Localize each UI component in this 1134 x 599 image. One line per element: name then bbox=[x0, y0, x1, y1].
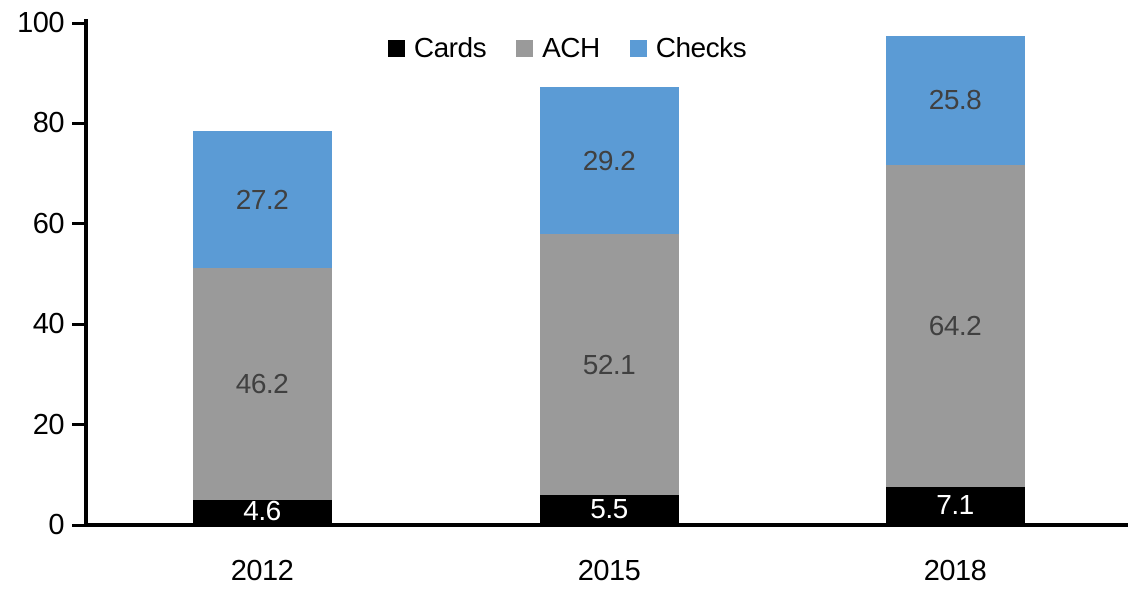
data-label-checks-2015: 29.2 bbox=[582, 145, 636, 176]
data-label-cards-2018: 7.1 bbox=[936, 489, 974, 520]
bar-segment-cards-2018 bbox=[885, 487, 1025, 523]
legend-swatch-cards-icon bbox=[387, 39, 405, 57]
data-label-checks-2012: 27.2 bbox=[235, 184, 289, 215]
y-tick bbox=[72, 524, 84, 527]
bar-segment-cards-2012 bbox=[192, 499, 332, 523]
bar-segment-checks-2015 bbox=[539, 87, 679, 234]
bar-segment-checks-2018 bbox=[885, 35, 1025, 166]
y-tick-label: 100 bbox=[17, 7, 64, 39]
legend-label-checks: Checks bbox=[655, 32, 747, 63]
x-category-label-2012: 2012 bbox=[230, 555, 294, 587]
y-tick bbox=[72, 222, 84, 225]
data-label-cards-2012: 4.6 bbox=[243, 495, 281, 526]
y-tick-label: 80 bbox=[32, 107, 65, 139]
y-tick-label: 60 bbox=[32, 208, 65, 240]
legend-label-ach: ACH bbox=[542, 32, 600, 63]
chart-legend: Cards ACH Checks bbox=[0, 33, 1134, 63]
x-axis-line bbox=[84, 523, 1128, 527]
legend-item-ach: ACH bbox=[516, 33, 600, 63]
y-tick-label: 0 bbox=[48, 509, 64, 541]
bar-segment-ach-2015 bbox=[539, 233, 679, 496]
legend-swatch-ach-icon bbox=[516, 39, 534, 57]
y-tick-label: 20 bbox=[32, 409, 65, 441]
bar-segment-checks-2012 bbox=[192, 131, 332, 268]
legend-item-cards: Cards bbox=[387, 32, 487, 63]
y-tick bbox=[72, 122, 84, 125]
legend-item-checks: Checks bbox=[629, 32, 747, 63]
x-category-label-2015: 2015 bbox=[577, 555, 641, 587]
bar-segment-cards-2015 bbox=[539, 495, 679, 523]
data-label-checks-2018: 25.8 bbox=[928, 84, 982, 115]
bar-segment-ach-2018 bbox=[885, 165, 1025, 488]
y-tick bbox=[72, 323, 84, 326]
y-tick bbox=[72, 423, 84, 426]
data-label-cards-2015: 5.5 bbox=[590, 493, 628, 524]
legend-label-cards: Cards bbox=[413, 32, 487, 63]
legend-swatch-checks-icon bbox=[629, 39, 647, 57]
y-axis-line bbox=[84, 19, 88, 527]
data-label-ach-2018: 64.2 bbox=[928, 310, 982, 341]
x-category-label-2018: 2018 bbox=[923, 555, 987, 587]
y-tick-label: 40 bbox=[32, 308, 65, 340]
bar-segment-ach-2012 bbox=[192, 267, 332, 500]
y-tick bbox=[72, 22, 84, 25]
data-label-ach-2015: 52.1 bbox=[582, 349, 636, 380]
data-label-ach-2012: 46.2 bbox=[235, 368, 289, 399]
